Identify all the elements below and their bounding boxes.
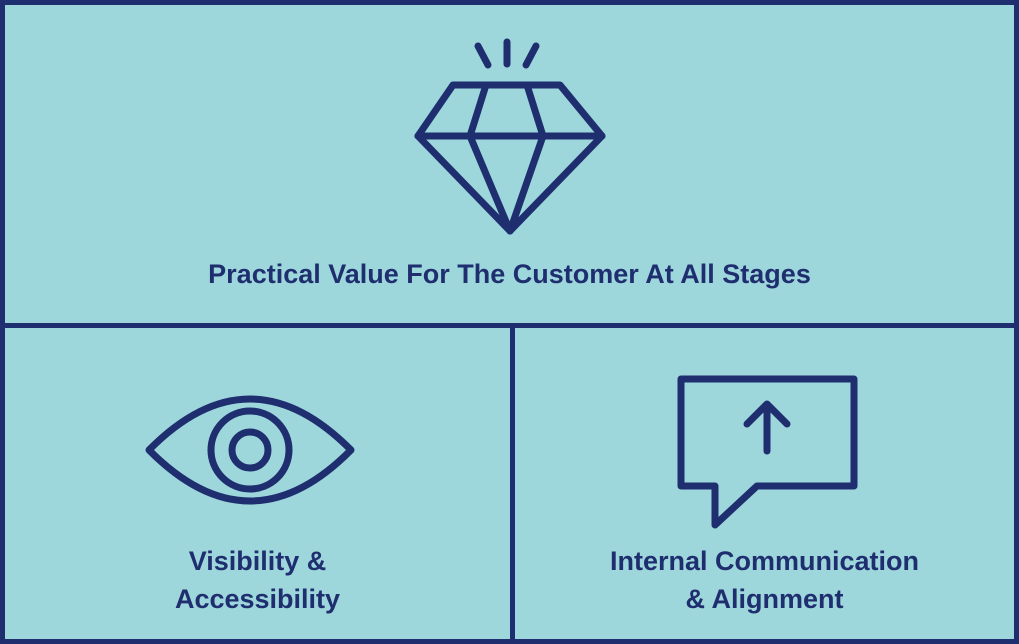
horizontal-divider xyxy=(5,323,1014,328)
panel-practical-value: Practical Value For The Customer At All … xyxy=(5,5,1014,323)
speech-bubble-arrow-up-icon xyxy=(675,373,860,533)
panel-right-label: Internal Communication & Alignment xyxy=(515,542,1014,618)
panel-left-label-line2: Accessibility xyxy=(174,584,341,614)
vertical-divider xyxy=(510,323,515,639)
diamond-icon xyxy=(410,38,610,238)
panel-left-label: Visibility & Accessibility xyxy=(5,542,510,618)
panel-right-label-line2: & Alignment xyxy=(685,584,844,614)
panel-right-label-line1: Internal Communication xyxy=(609,546,920,576)
panel-internal-communication: Internal Communication & Alignment xyxy=(515,328,1014,644)
panel-visibility: Visibility & Accessibility xyxy=(5,328,510,644)
eye-icon xyxy=(145,388,355,518)
panel-left-label-line1: Visibility & xyxy=(188,546,327,576)
panel-top-label: Practical Value For The Customer At All … xyxy=(208,259,811,289)
